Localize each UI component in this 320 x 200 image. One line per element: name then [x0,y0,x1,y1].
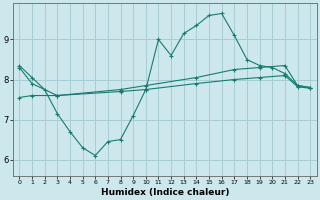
X-axis label: Humidex (Indice chaleur): Humidex (Indice chaleur) [100,188,229,197]
